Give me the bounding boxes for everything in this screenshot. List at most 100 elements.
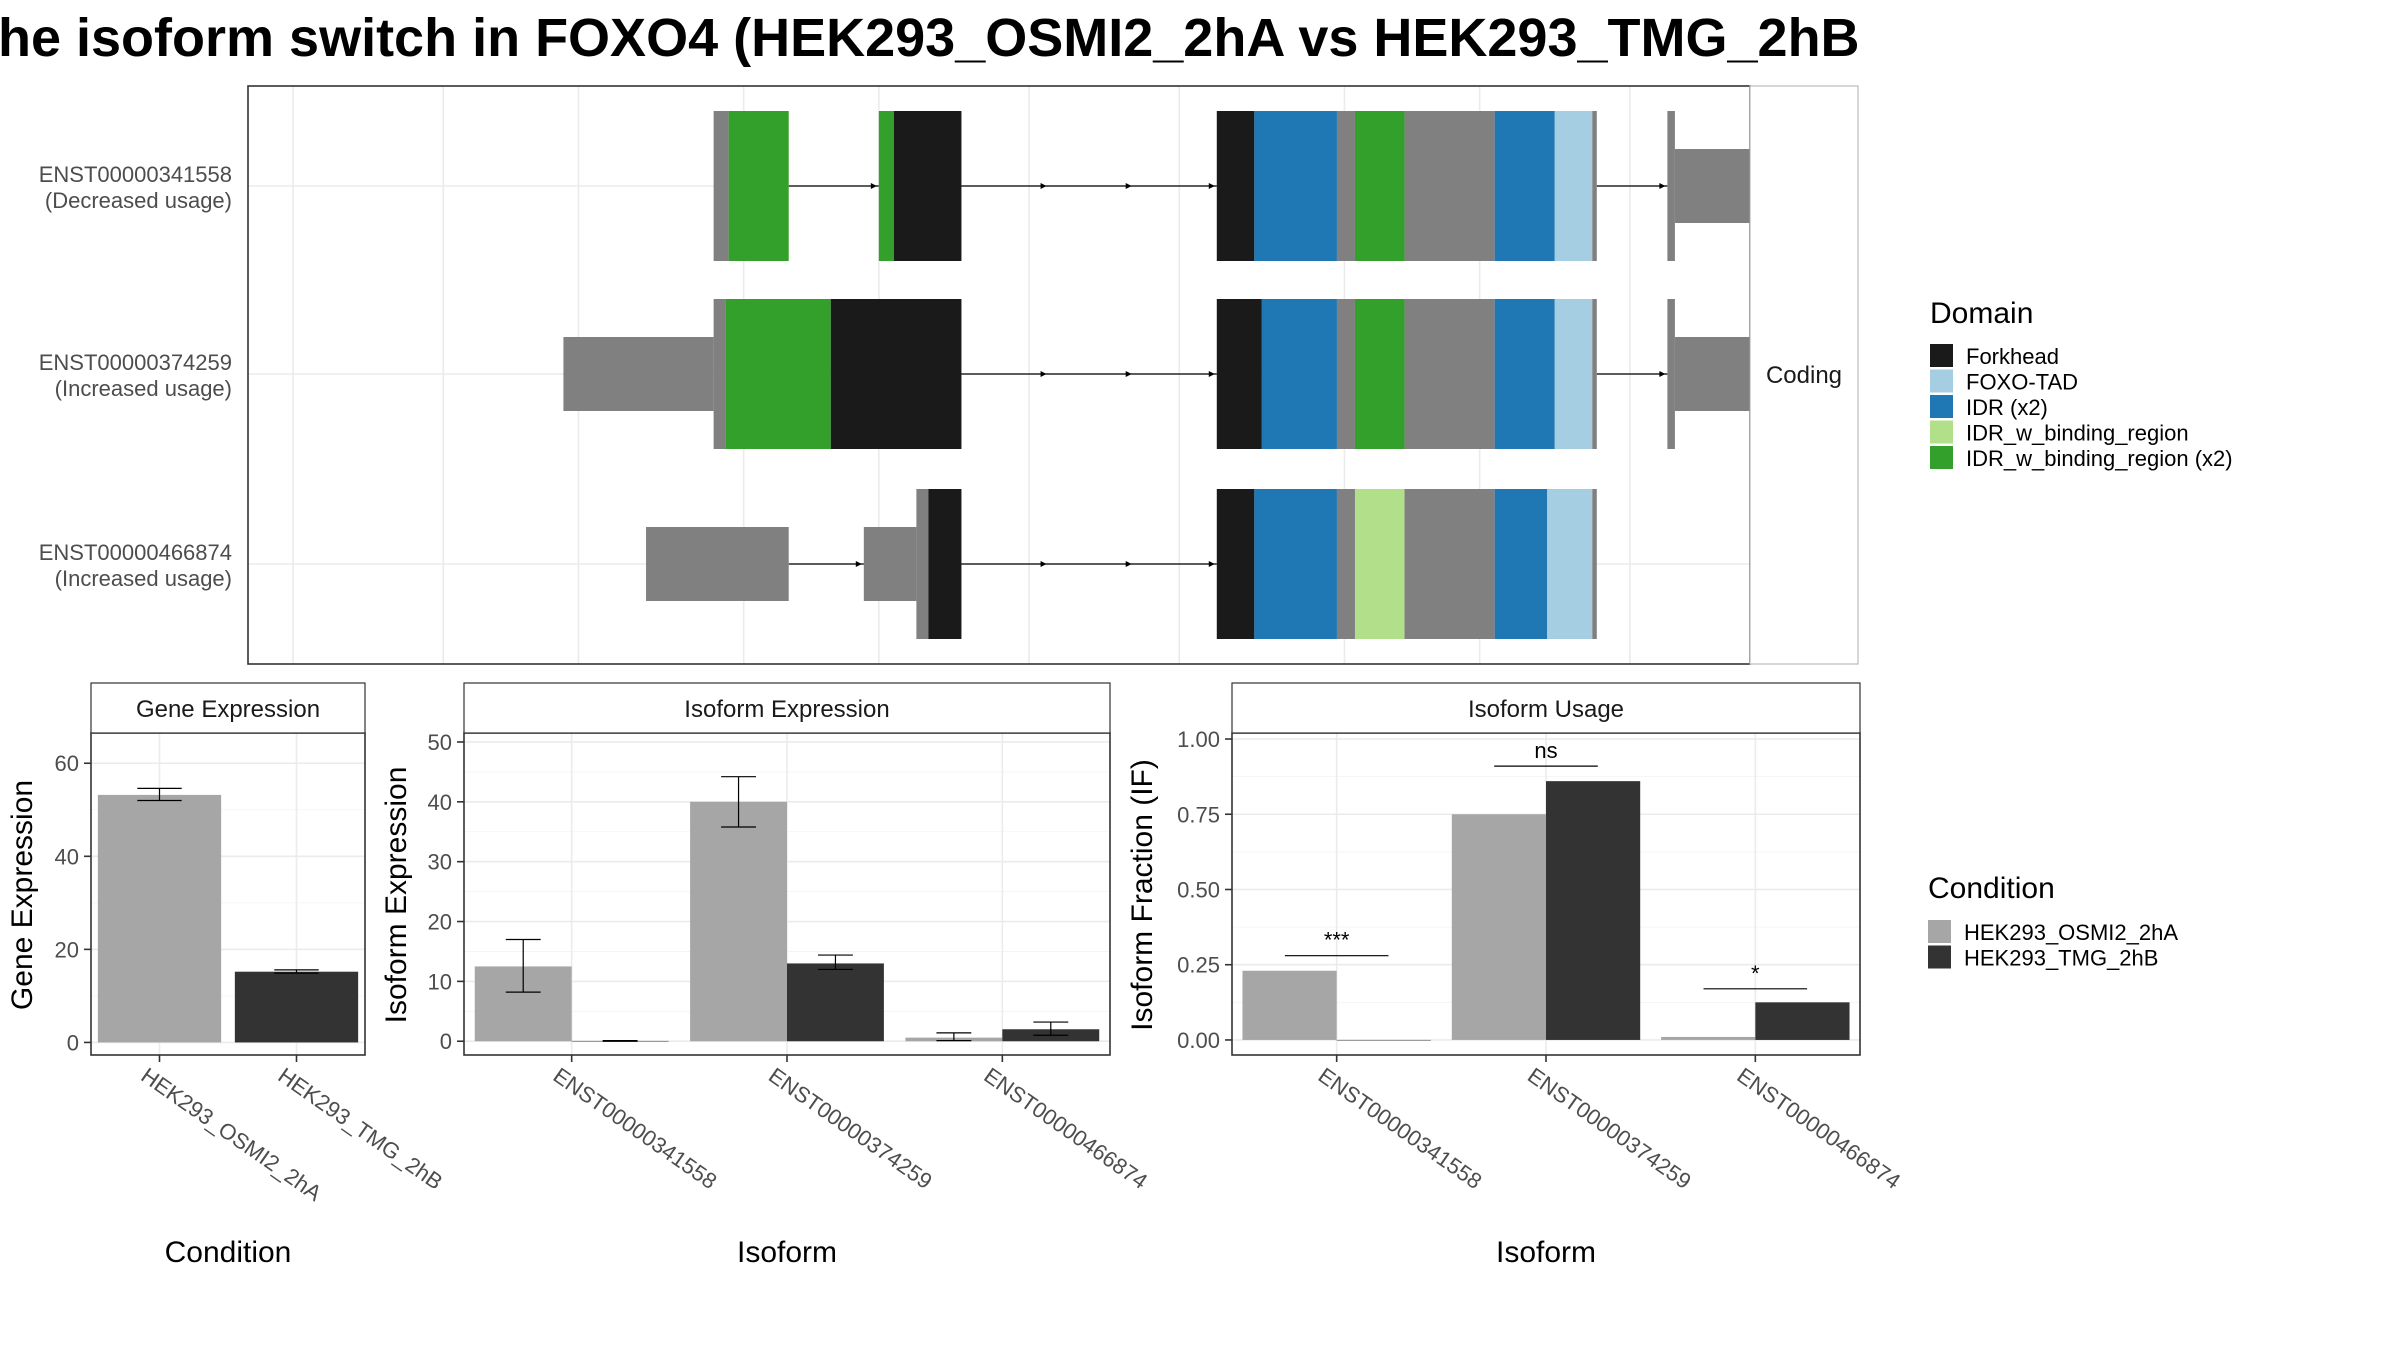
domain-legend-swatch: [1930, 446, 1953, 469]
y-tick-label: 40: [55, 844, 79, 869]
domain-legend-label: Forkhead: [1966, 344, 2059, 369]
isoform-expression-strip-title: Isoform Expression: [684, 696, 889, 723]
coding-exon-segment: [1336, 489, 1355, 639]
coding-exon-segment: [713, 299, 726, 449]
isoform-id-label: ENST00000341558: [39, 162, 232, 187]
domain-legend-swatch: [1930, 369, 1953, 393]
bar-enst00000374259-hek293_tmg_2hb: [1546, 781, 1641, 1040]
isoform-expression-y-title: Isoform Expression: [380, 767, 413, 1024]
coding-exon-segment: [1216, 299, 1262, 449]
coding-exon-segment: [1261, 299, 1337, 449]
coding-exon-segment: [1254, 111, 1337, 261]
structure-panel: Coding ENST00000341558(Decreased usage)E…: [39, 85, 1859, 665]
y-tick-label: 1.00: [1177, 727, 1220, 752]
intron-arrow: [1659, 371, 1666, 377]
bar-hek293_osmi2_2ha: [97, 794, 222, 1043]
isoform-labels: ENST00000341558(Decreased usage) ENST0000…: [39, 162, 232, 591]
condition-legend-swatch: [1928, 920, 1951, 943]
intron-arrow: [870, 183, 877, 189]
coding-exon-segment: [1354, 111, 1405, 261]
domain-legend-swatch: [1930, 395, 1953, 418]
structure-tracks: [563, 111, 1833, 639]
y-tick-label: 0.50: [1177, 877, 1220, 902]
coding-exon-segment: [878, 111, 894, 261]
y-tick-label: 0: [440, 1029, 452, 1054]
noncoding-exon-segment: [863, 527, 917, 601]
isoform-expression-strip: [463, 682, 1111, 734]
isoform-usage-label: (Decreased usage): [45, 188, 232, 213]
bar-enst00000341558-hek293_osmi2_2ha: [1242, 970, 1337, 1040]
coding-exon-segment: [1216, 489, 1255, 639]
x-tick-label: ENST00000341558: [1314, 1063, 1487, 1194]
domain-legend-swatch: [1930, 420, 1953, 444]
coding-exon-segment: [713, 111, 729, 261]
figure-title: he isoform switch in FOXO4 (HEK293_OSMI2…: [0, 8, 1860, 68]
bar-enst00000466874-hek293_tmg_2hb: [1755, 1002, 1850, 1040]
coding-exon-segment: [725, 299, 831, 449]
noncoding-exon-segment: [646, 527, 789, 601]
coding-exon-segment: [1336, 111, 1355, 261]
bar-hek293_tmg_2hb: [234, 971, 359, 1043]
coding-exon-segment: [1667, 111, 1675, 261]
bar-enst00000341558-hek293_tmg_2hb: [1336, 1039, 1431, 1041]
y-tick-label: 40: [428, 790, 452, 815]
gene-expression-strip-title: Gene Expression: [136, 696, 320, 723]
y-tick-label: 20: [55, 937, 79, 962]
isoform-usage-strip: [1231, 682, 1861, 734]
intron-arrow: [1125, 561, 1132, 567]
coding-exon-segment: [1404, 299, 1495, 449]
isoform-usage-x-title: Isoform: [1496, 1236, 1596, 1269]
coding-exon-segment: [928, 489, 962, 639]
isoform-expression-chart: 0 10 20 30 40 50 ENST00000341558 ENST0000037425…: [380, 682, 1153, 1269]
intron-arrow: [855, 561, 862, 567]
x-tick-label: ENST00000466874: [979, 1063, 1152, 1194]
domain-legend-label: FOXO-TAD: [1966, 370, 2078, 395]
domain-legend-label: IDR_w_binding_region (x2): [1966, 446, 2233, 471]
coding-strip-label: Coding: [1766, 362, 1842, 389]
y-tick-label: 0.00: [1177, 1028, 1220, 1053]
isoform-usage-chart: *** ns * 0.00 0.25 0.50 0.75 1.00 ENST0000034155…: [1126, 682, 1905, 1269]
coding-exon-segment: [1592, 111, 1597, 261]
coding-exon-segment: [1554, 111, 1593, 261]
domain-legend-label: IDR_w_binding_region: [1966, 421, 2189, 446]
condition-legend-label: HEK293_TMG_2hB: [1964, 946, 2158, 971]
y-tick-label: 0.75: [1177, 802, 1220, 827]
coding-strip: [1749, 85, 1859, 665]
coding-exon-segment: [1592, 299, 1597, 449]
intron-arrow: [1040, 561, 1047, 567]
bar-enst00000374259-hek293_tmg_2hb: [787, 963, 884, 1042]
intron-arrow: [1659, 183, 1666, 189]
condition-legend-swatch: [1928, 945, 1951, 969]
x-tick-label: ENST00000341558: [549, 1063, 722, 1194]
y-tick-label: 30: [428, 850, 452, 875]
coding-exon-segment: [1216, 111, 1255, 261]
intron-arrow: [1040, 371, 1047, 377]
isoform-usage-y-title: Isoform Fraction (IF): [1126, 759, 1159, 1031]
coding-exon-segment: [1592, 489, 1597, 639]
significance-label: *: [1751, 961, 1760, 986]
isoform-usage-label: (Increased usage): [55, 566, 232, 591]
domain-legend-label: IDR (x2): [1966, 395, 2048, 420]
domain-legend-swatch: [1930, 344, 1953, 367]
significance-label: ***: [1324, 928, 1350, 953]
gene-expression-y-title: Gene Expression: [6, 780, 39, 1010]
x-tick-label: ENST00000374259: [764, 1063, 937, 1194]
bar-enst00000374259-hek293_osmi2_2ha: [1451, 814, 1546, 1040]
coding-exon-segment: [1254, 489, 1337, 639]
coding-exon-segment: [1494, 299, 1555, 449]
noncoding-exon-segment: [563, 337, 714, 411]
intron-arrow: [1208, 183, 1215, 189]
y-tick-label: 10: [428, 969, 452, 994]
coding-exon-segment: [1336, 299, 1355, 449]
intron-arrow: [1040, 183, 1047, 189]
chart-plot-area: 0 10 20 30 40 50 ENST00000341558 ENST0000037425…: [428, 730, 1153, 1194]
x-tick-label: ENST00000466874: [1732, 1063, 1905, 1194]
intron-arrow: [1208, 371, 1215, 377]
coding-exon-segment: [1354, 299, 1405, 449]
coding-exon-segment: [1494, 111, 1555, 261]
isoform-usage-strip-title: Isoform Usage: [1468, 696, 1624, 723]
gene-expression-strip: [90, 682, 366, 734]
